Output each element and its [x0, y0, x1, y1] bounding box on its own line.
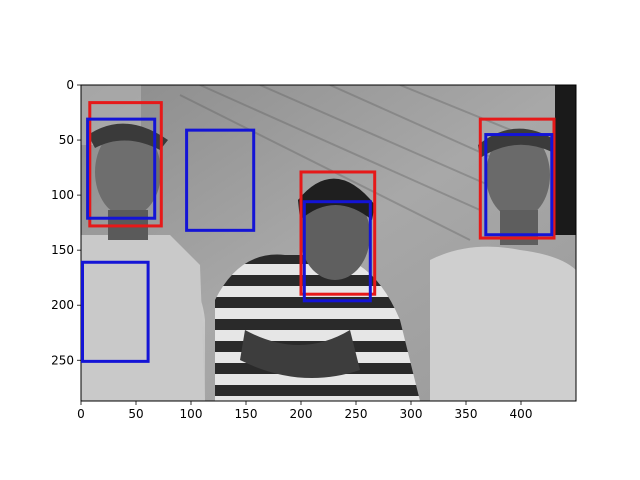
blue-bounding-box [302, 200, 372, 303]
x-tick-label: 350 [455, 407, 478, 421]
y-tick-label: 0 [66, 78, 74, 92]
x-tick-label: 300 [400, 407, 423, 421]
y-axis-ticks: 0 50 100 150 200 250 [51, 78, 81, 367]
y-tick-label: 100 [51, 188, 74, 202]
y-tick-label: 150 [51, 243, 74, 257]
x-tick-label: 50 [128, 407, 143, 421]
red-bounding-box [478, 117, 556, 240]
x-tick-label: 0 [77, 407, 85, 421]
x-axis-ticks: 0 50 100 150 200 250 300 350 400 [77, 401, 532, 421]
axes-frame [80, 84, 577, 402]
blue-bounding-box [484, 133, 554, 237]
red-bounding-box [299, 170, 377, 296]
bounding-boxes-group [81, 101, 556, 363]
y-tick-label: 250 [51, 353, 74, 367]
x-tick-label: 200 [290, 407, 313, 421]
red-bounding-box [88, 101, 163, 228]
x-tick-label: 150 [235, 407, 258, 421]
x-tick-label: 100 [180, 407, 203, 421]
blue-bounding-box [185, 128, 256, 232]
x-tick-label: 250 [345, 407, 368, 421]
y-tick-label: 50 [59, 133, 74, 147]
x-tick-label: 400 [510, 407, 533, 421]
blue-bounding-box [86, 117, 157, 220]
blue-bounding-box [81, 260, 150, 363]
y-tick-label: 200 [51, 298, 74, 312]
